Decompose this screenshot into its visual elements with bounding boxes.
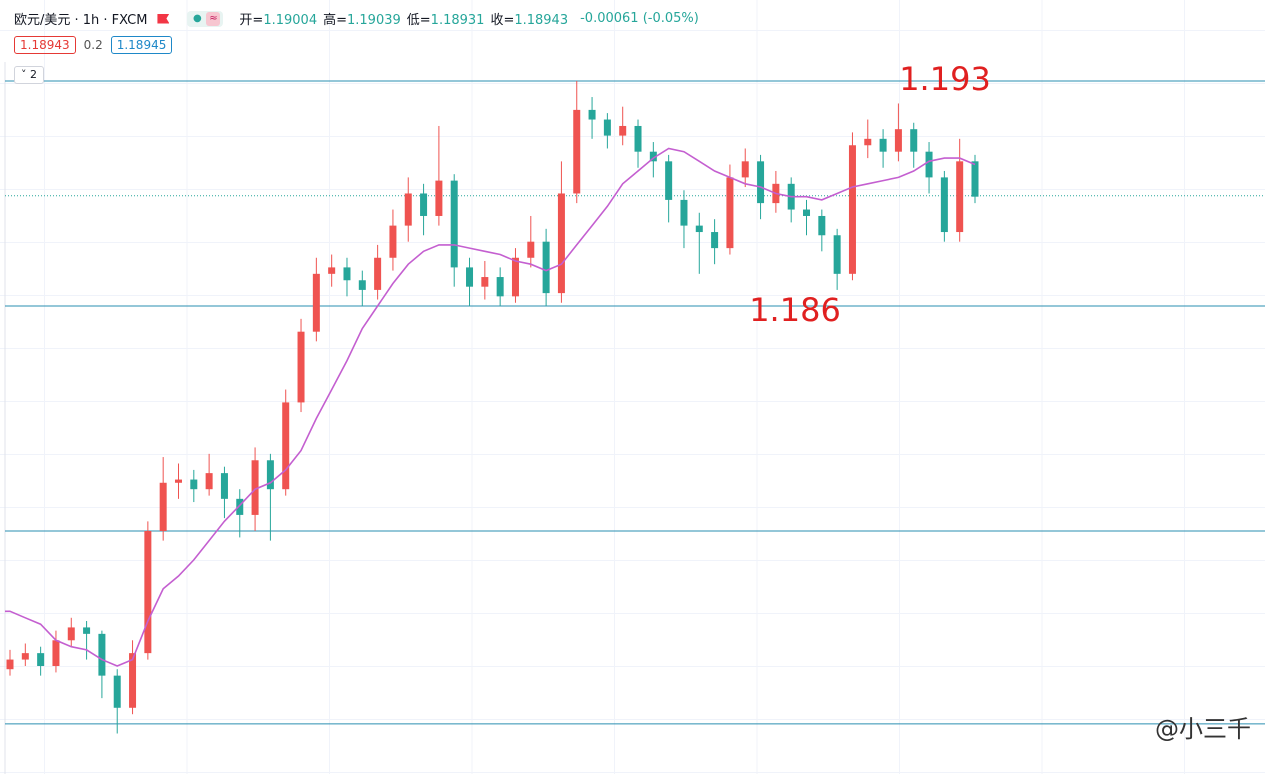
ohlc-item: 收=1.18943 [490, 13, 568, 28]
candle-body [695, 225, 703, 233]
status-pill[interactable]: ● ≈ [187, 10, 224, 27]
spread: 0.2 [83, 38, 103, 52]
candle-body [6, 659, 14, 670]
ohlc-label: 低= [406, 13, 431, 28]
candle-body [358, 280, 366, 290]
candle-body [833, 235, 841, 274]
candle-body [67, 627, 75, 641]
indicator-toggle[interactable]: ˅ 2 [14, 66, 44, 84]
ohlc-item: 高=1.19039 [323, 13, 401, 28]
ohlc-value: 1.19004 [263, 13, 318, 28]
candle-body [389, 225, 397, 258]
price-boxes: 1.18943 0.2 1.18945 [14, 36, 173, 54]
candle-body [511, 257, 519, 297]
ohlc-label: 开= [239, 13, 264, 28]
candle-body [573, 109, 581, 194]
candle-body [588, 109, 596, 120]
candle-body [52, 640, 60, 666]
header: 欧元/美元 · 1h · FXCM ● ≈ 开=1.19004 高=1.19039 低… [14, 9, 699, 28]
candle-body [37, 653, 45, 666]
candle-body [757, 161, 765, 204]
candle-body [159, 482, 167, 531]
ohlc-value: 1.18931 [430, 13, 485, 28]
candle-body [297, 331, 305, 403]
candle-body [174, 479, 182, 483]
candle-body [649, 151, 657, 162]
candle-body [848, 145, 856, 274]
flag-icon[interactable] [157, 13, 170, 24]
candle-body [312, 273, 320, 332]
change: -0.00061 (-0.05%) [580, 11, 699, 26]
candle-body [266, 460, 274, 490]
candle-body [894, 129, 902, 152]
candle-body [450, 180, 458, 268]
candle-body [404, 193, 412, 226]
candle-body [466, 267, 474, 287]
candle-body [971, 161, 979, 197]
candle-body [940, 177, 948, 233]
candle-body [21, 653, 29, 660]
candle-body [481, 277, 489, 287]
moving-average [5, 147, 976, 667]
candle-body [956, 161, 964, 233]
indicator-count: 2 [30, 68, 37, 81]
candle-body [374, 257, 382, 290]
candle-body [803, 209, 811, 216]
ohlc-item: 低=1.18931 [407, 13, 485, 28]
candle-body [98, 633, 106, 676]
candle-body [129, 653, 137, 708]
candle-body [282, 402, 290, 490]
annotation: 1.193 [899, 60, 991, 98]
candle-body [879, 138, 887, 152]
candle-body [144, 530, 152, 654]
ohlc-legend: 开=1.19004 高=1.19039 低=1.18931 收=1.18943 [239, 9, 574, 28]
ohlc-item: 开=1.19004 [239, 13, 317, 28]
ohlc-value: 1.18943 [514, 13, 569, 28]
symbol-title[interactable]: 欧元/美元 · 1h · FXCM [14, 13, 148, 28]
ohlc-value: 1.19039 [347, 13, 401, 28]
annotation: 1.186 [749, 291, 841, 329]
watermark: @小三千 [1155, 715, 1251, 743]
candle-body [205, 473, 213, 490]
candle-body [818, 215, 826, 236]
candle-body [190, 479, 198, 490]
candle-body [542, 241, 550, 294]
candle-body [864, 138, 872, 146]
candle-body [435, 180, 443, 216]
ohlc-label: 高= [323, 13, 347, 28]
candle-body [619, 125, 627, 136]
candle-body [343, 267, 351, 281]
candle-body [741, 161, 749, 178]
candle-body [726, 177, 734, 249]
candle-body [83, 627, 91, 634]
bid-box[interactable]: 1.18943 [14, 36, 76, 54]
candle-body [496, 277, 504, 297]
candle-body [113, 675, 121, 708]
candle-body [680, 199, 688, 226]
candle-body [603, 119, 611, 136]
ohlc-label: 收= [490, 13, 515, 28]
ask-box[interactable]: 1.18945 [110, 36, 173, 54]
candle-body [925, 151, 933, 178]
candle-body [557, 193, 565, 294]
candle-body [910, 129, 918, 152]
candle-body [711, 232, 719, 249]
candle-body [236, 498, 244, 515]
candle-body [634, 125, 642, 152]
candle-body [328, 267, 336, 274]
candle-body [220, 473, 228, 499]
candle-body [251, 460, 259, 515]
candle-body [420, 193, 428, 216]
candle-body [665, 161, 673, 200]
candle-body [527, 241, 535, 258]
